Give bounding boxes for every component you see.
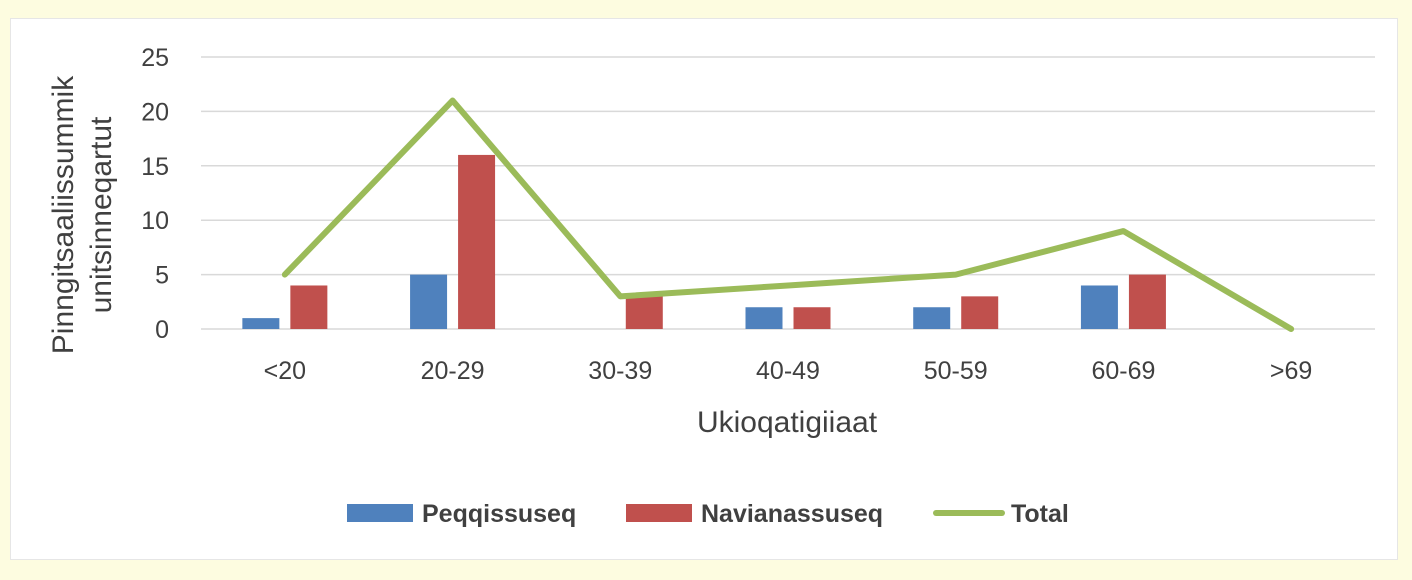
gridlines (201, 56, 1375, 330)
legend-swatch (347, 504, 413, 522)
y-tick-label: 25 (141, 44, 169, 72)
bar-peqqissuseq (242, 318, 280, 329)
bar-navianassuseq (793, 307, 831, 329)
y-axis-title-line-1: Pinngitsaaliissummik (47, 75, 80, 354)
x-tick-label: 50-59 (924, 357, 988, 385)
y-axis-title-line-2: unitsinneqartut (85, 116, 118, 313)
legend-label: Navianassuseq (701, 500, 883, 528)
x-tick-label: 60-69 (1091, 357, 1155, 385)
bar-peqqissuseq (410, 274, 448, 329)
y-tick-label: 20 (141, 98, 169, 126)
line-point (1290, 328, 1292, 330)
x-tick-label: 20-29 (421, 357, 485, 385)
bars (242, 154, 1166, 329)
legend-swatch (626, 504, 692, 522)
bar-peqqissuseq (745, 307, 783, 329)
y-tick-label: 5 (155, 262, 169, 290)
bar-navianassuseq (458, 154, 496, 329)
y-tick-labels: 0 5 10 15 20 25 (141, 44, 169, 344)
y-tick-label: 10 (141, 207, 169, 235)
legend: Peqqissuseq Navianassuseq Total (347, 500, 1069, 528)
line-point (1122, 230, 1124, 232)
y-axis-title: Pinngitsaaliissummik unitsinneqartut (47, 75, 118, 354)
chart-frame: 0 5 10 15 20 25 <20 20-29 30-39 40-49 50-59 60-69 >… (10, 18, 1398, 560)
x-axis-title: Ukioqatigiiaat (697, 406, 878, 439)
legend-item: Peqqissuseq (347, 500, 576, 528)
x-tick-labels: <20 20-29 30-39 40-49 50-59 60-69 >69 (264, 357, 1313, 385)
bar-navianassuseq (625, 296, 663, 329)
line-point (452, 100, 454, 102)
line-point (619, 295, 621, 297)
x-tick-label: 30-39 (588, 357, 652, 385)
bar-navianassuseq (290, 285, 328, 329)
y-tick-label: 15 (141, 153, 169, 181)
y-tick-label: 0 (155, 316, 169, 344)
legend-item: Total (933, 500, 1069, 528)
line-point (955, 274, 957, 276)
bar-navianassuseq (961, 296, 999, 329)
chart-svg: 0 5 10 15 20 25 <20 20-29 30-39 40-49 50-59 60-69 >… (47, 44, 1375, 528)
legend-item: Navianassuseq (626, 500, 883, 528)
legend-label: Total (1011, 500, 1069, 528)
bar-peqqissuseq (913, 307, 951, 329)
line-point (284, 274, 286, 276)
x-tick-label: 40-49 (756, 357, 820, 385)
bar-peqqissuseq (1080, 285, 1118, 329)
x-tick-label: >69 (1270, 357, 1312, 385)
x-tick-label: <20 (264, 357, 306, 385)
line-point (787, 284, 789, 286)
bar-navianassuseq (1128, 274, 1166, 329)
legend-label: Peqqissuseq (422, 500, 576, 528)
total-line (281, 97, 1295, 332)
